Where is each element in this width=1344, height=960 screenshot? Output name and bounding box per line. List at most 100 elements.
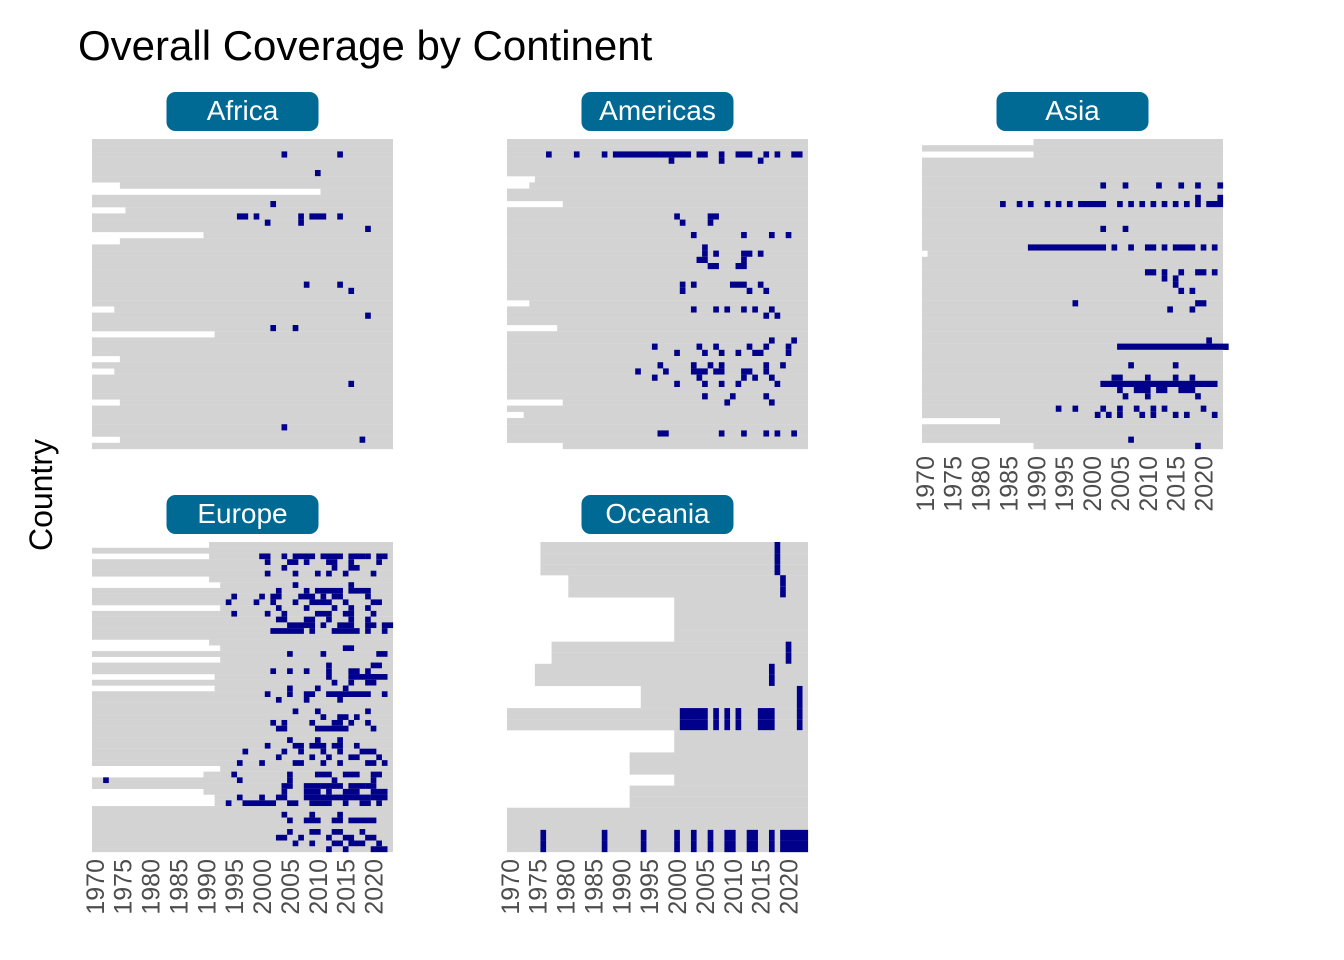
event-cell <box>1105 411 1112 419</box>
event-cell <box>359 829 366 835</box>
event-cell <box>370 725 377 732</box>
event-cell <box>270 668 277 675</box>
event-cell <box>342 570 349 577</box>
event-cell <box>702 349 708 357</box>
event-cell <box>1178 287 1185 295</box>
event-cell <box>1161 269 1168 276</box>
event-cell <box>1117 405 1123 412</box>
coverage-row <box>922 430 1223 437</box>
coverage-row <box>92 411 393 419</box>
event-cell <box>264 219 271 226</box>
event-cell <box>264 570 271 577</box>
strip-label-oceania: Oceania <box>605 498 710 529</box>
event-cell <box>348 564 360 571</box>
coverage-row <box>507 840 808 853</box>
event-cell <box>275 616 288 623</box>
event-cell <box>780 829 809 842</box>
event-cell <box>1172 411 1179 419</box>
coverage-row <box>507 244 808 251</box>
event-cell <box>231 593 238 600</box>
coverage-row <box>922 275 1223 282</box>
event-cell <box>253 213 260 220</box>
event-cell <box>309 754 316 761</box>
event-cell <box>735 263 747 270</box>
event-cell <box>763 343 770 350</box>
coverage-row <box>568 586 808 598</box>
event-cell <box>370 674 388 680</box>
x-tick-label: 2005 <box>692 859 720 915</box>
coverage-row <box>507 349 808 357</box>
event-cell <box>365 622 377 629</box>
event-cell <box>1178 269 1185 276</box>
event-cell <box>331 840 343 847</box>
coverage-row <box>220 765 393 772</box>
x-tick-label: 2010 <box>1135 456 1163 512</box>
event-cell <box>741 256 747 264</box>
event-cell <box>264 742 271 749</box>
coverage-row <box>551 641 808 653</box>
coverage-row <box>209 542 393 548</box>
event-cell <box>292 840 299 847</box>
event-cell <box>348 679 355 686</box>
event-cell <box>679 719 708 731</box>
event-cell <box>763 368 770 375</box>
event-cell <box>348 754 360 761</box>
event-cell <box>752 374 758 381</box>
event-cell <box>674 349 680 357</box>
coverage-row <box>92 633 393 640</box>
event-cell <box>724 840 736 853</box>
event-cell <box>326 662 332 669</box>
coverage-row <box>922 281 1223 288</box>
event-cell <box>303 783 321 789</box>
event-cell <box>1211 411 1218 419</box>
coverage-row <box>507 163 808 171</box>
event-cell <box>314 570 321 577</box>
event-cell <box>1128 436 1134 443</box>
event-cell <box>287 691 293 698</box>
coverage-row <box>92 622 393 629</box>
event-cell <box>337 281 343 288</box>
event-cell <box>741 250 753 257</box>
coverage-row <box>507 269 808 276</box>
event-cell <box>353 742 360 749</box>
event-cell <box>768 337 775 344</box>
event-cell <box>1195 201 1201 208</box>
event-cell <box>264 610 271 617</box>
event-cell <box>303 281 310 288</box>
event-cell <box>1122 393 1129 400</box>
event-cell <box>331 593 343 600</box>
coverage-row <box>922 238 1223 245</box>
event-cell <box>707 362 714 369</box>
event-cell <box>331 742 343 749</box>
coverage-row <box>209 576 393 583</box>
event-cell <box>752 306 758 313</box>
event-cell <box>303 817 321 824</box>
coverage-row <box>92 405 393 412</box>
event-cell <box>270 201 277 208</box>
coverage-row <box>92 628 393 634</box>
x-tick-label: 2010 <box>720 859 748 915</box>
event-cell <box>1161 201 1168 208</box>
event-cell <box>320 593 327 600</box>
event-cell <box>337 737 343 744</box>
coverage-row <box>92 225 393 233</box>
event-cell <box>768 840 775 853</box>
coverage-row <box>92 840 393 847</box>
event-cell <box>1172 244 1196 251</box>
coverage-row <box>557 325 808 332</box>
event-cell <box>702 393 708 400</box>
coverage-row <box>92 294 393 301</box>
event-cell <box>729 281 747 288</box>
event-cell <box>774 564 781 576</box>
coverage-row <box>92 811 393 818</box>
event-cell <box>741 374 747 381</box>
event-cell <box>540 840 547 853</box>
event-cell <box>281 788 288 795</box>
event-cell <box>724 306 731 313</box>
coverage-row <box>92 424 393 431</box>
x-tick-label: 1995 <box>221 859 249 915</box>
coverage-row <box>507 436 808 443</box>
coverage-row <box>507 818 808 831</box>
strip-americas <box>581 92 734 131</box>
event-cell <box>1217 194 1224 202</box>
